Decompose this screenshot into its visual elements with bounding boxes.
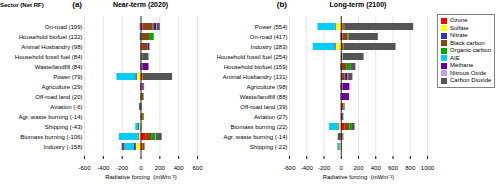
svg-text:On-road (417): On-road (417) [250, 34, 288, 40]
svg-text:Radiative forcing (mWm⁻²): Radiative forcing (mWm⁻²) [323, 174, 395, 180]
svg-text:-400: -400 [97, 165, 110, 171]
html-text:Black carbon: Black carbon [450, 39, 485, 46]
svg-text:Industry (-158): Industry (-158) [43, 144, 82, 150]
html-text:Nitrate: Nitrate [450, 32, 468, 38]
html-text:Sulfate: Sulfate [450, 24, 469, 31]
svg-text:Off-road land (20): Off-road land (20) [35, 94, 82, 100]
html-text:AIE: AIE [450, 54, 460, 61]
svg-text:600: 600 [192, 165, 203, 171]
svg-text:Biomass burning (-106): Biomass burning (-106) [20, 134, 82, 140]
svg-text:400: 400 [371, 165, 382, 171]
svg-text:Aviation (27): Aviation (27) [254, 114, 288, 120]
svg-text:-200: -200 [318, 165, 331, 171]
svg-text:600: 600 [388, 165, 399, 171]
svg-text:Waste/landfill (88): Waste/landfill (88) [240, 94, 288, 100]
svg-text:-600: -600 [283, 165, 296, 171]
svg-text:Agr. waste burning (-14): Agr. waste burning (-14) [223, 134, 287, 140]
svg-text:Waste/landfill (84): Waste/landfill (84) [35, 64, 83, 70]
svg-text:800: 800 [405, 165, 416, 171]
svg-text:-400: -400 [301, 165, 314, 171]
svg-text:Household fossil fuel (254): Household fossil fuel (254) [216, 54, 287, 60]
html-text:Carbon Dioxide: Carbon Dioxide [450, 77, 492, 83]
html-text:Nitrous Oxide: Nitrous Oxide [450, 69, 487, 76]
svg-text:200: 200 [155, 165, 166, 171]
svg-text:Household fossil fuel (84): Household fossil fuel (84) [15, 54, 83, 60]
html-text:Organic carbon: Organic carbon [450, 47, 491, 53]
svg-text:Power (554): Power (554) [255, 24, 288, 30]
svg-text:Aviation (-6): Aviation (-6) [50, 104, 82, 110]
svg-text:Household biofuel (159): Household biofuel (159) [224, 64, 288, 70]
html-text:Ozone: Ozone [450, 17, 468, 23]
svg-text:0: 0 [340, 165, 344, 171]
svg-text:Agriculture (98): Agriculture (98) [246, 84, 287, 90]
svg-text:Biomass burning (22): Biomass burning (22) [230, 124, 287, 130]
svg-text:Household biofuel (132): Household biofuel (132) [19, 34, 83, 40]
svg-text:Off-road land (39): Off-road land (39) [240, 104, 287, 110]
svg-text:Radiative forcing (mWm⁻²): Radiative forcing (mWm⁻²) [105, 174, 177, 180]
html-text:Near-term (2020): Near-term (2020) [112, 1, 169, 8]
svg-text:400: 400 [174, 165, 185, 171]
html-text:Long-term (2100): Long-term (2100) [329, 1, 387, 8]
svg-text:Shipping (-43): Shipping (-43) [45, 124, 83, 130]
svg-text:0: 0 [139, 165, 143, 171]
svg-text:-600: -600 [78, 165, 91, 171]
svg-text:On-road (199): On-road (199) [45, 24, 83, 30]
svg-text:Shipping (-22): Shipping (-22) [250, 144, 288, 150]
html-text:Methane: Methane [450, 62, 474, 68]
svg-text:Industry (283): Industry (283) [250, 44, 287, 50]
svg-text:-200: -200 [116, 165, 129, 171]
svg-text:Animal Husbandry (98): Animal Husbandry (98) [21, 44, 82, 50]
svg-text:Agriculture (29): Agriculture (29) [41, 84, 82, 90]
svg-text:200: 200 [353, 165, 364, 171]
svg-text:Animal Husbandry (131): Animal Husbandry (131) [223, 74, 288, 80]
html-text:(a): (a) [72, 0, 82, 9]
html-text:(b): (b) [276, 0, 287, 9]
svg-text:Agr. waste burning (-14): Agr. waste burning (-14) [18, 114, 82, 120]
svg-text:Power (79): Power (79) [53, 74, 82, 80]
svg-text:1000: 1000 [421, 165, 435, 171]
html-text:Sector (Net RF): Sector (Net RF) [0, 2, 44, 8]
